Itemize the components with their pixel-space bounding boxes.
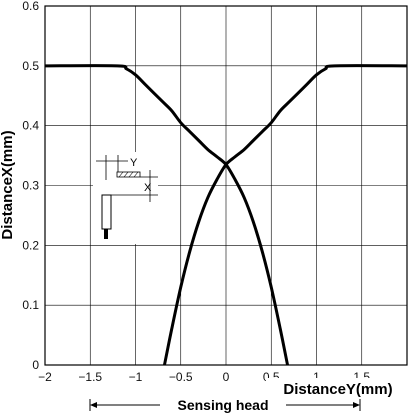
series-line-1: [44, 64, 290, 366]
x-tick-label: 1: [313, 370, 320, 384]
x-tick-label: 0: [223, 370, 230, 384]
y-tick-label: 0: [32, 358, 39, 372]
y-tick-label: 0.1: [22, 298, 39, 312]
y-tick-label: 0.2: [22, 238, 39, 252]
inset-x-label: X: [144, 182, 152, 194]
x-tick-label: −1: [129, 370, 143, 384]
y-axis-label: DistanceX(mm): [0, 130, 16, 239]
inset-target-hatch-1: [118, 171, 124, 178]
sensing-head-arrow-left: [90, 402, 97, 408]
grid: [44, 5, 408, 366]
inset-target-hatch-4: [133, 171, 139, 178]
y-tick-label: 0.4: [22, 119, 39, 133]
inset-target-hatch-2: [123, 171, 129, 178]
x-tick-label: −2: [38, 370, 52, 384]
sensing-head-label-bg: [160, 396, 286, 414]
y-tick-label: 0.3: [22, 179, 39, 193]
inset-target-hatch-3: [128, 171, 134, 178]
x-tick-label: −0.5: [169, 370, 193, 384]
inset-target: [116, 171, 141, 178]
series-group: [44, 64, 408, 366]
sensing-head-inset: Y X: [93, 152, 158, 244]
inset-y-label: Y: [130, 157, 138, 169]
inset-sensor-body: [101, 194, 112, 230]
x-axis-label-bg: [266, 378, 410, 398]
x-axis-label: DistanceY(mm): [283, 381, 392, 398]
tick-labels: −2 −1.5 −1 −0.5 0 0.5 1 1.500.10.20.30.40.50.6: [22, 0, 370, 384]
sensing-head-annotation: Sensing head: [89, 396, 361, 414]
sensing-head-label: Sensing head: [177, 397, 268, 413]
sensing-head-arrow-right: [353, 402, 360, 408]
y-tick-label: 0.5: [22, 59, 39, 73]
y-tick-label: 0.6: [22, 0, 39, 13]
series-line-2: [162, 64, 408, 366]
plot-frame: [44, 5, 408, 366]
x-tick-label: −1.5: [78, 370, 102, 384]
inset-sensor-cable: [104, 229, 108, 239]
